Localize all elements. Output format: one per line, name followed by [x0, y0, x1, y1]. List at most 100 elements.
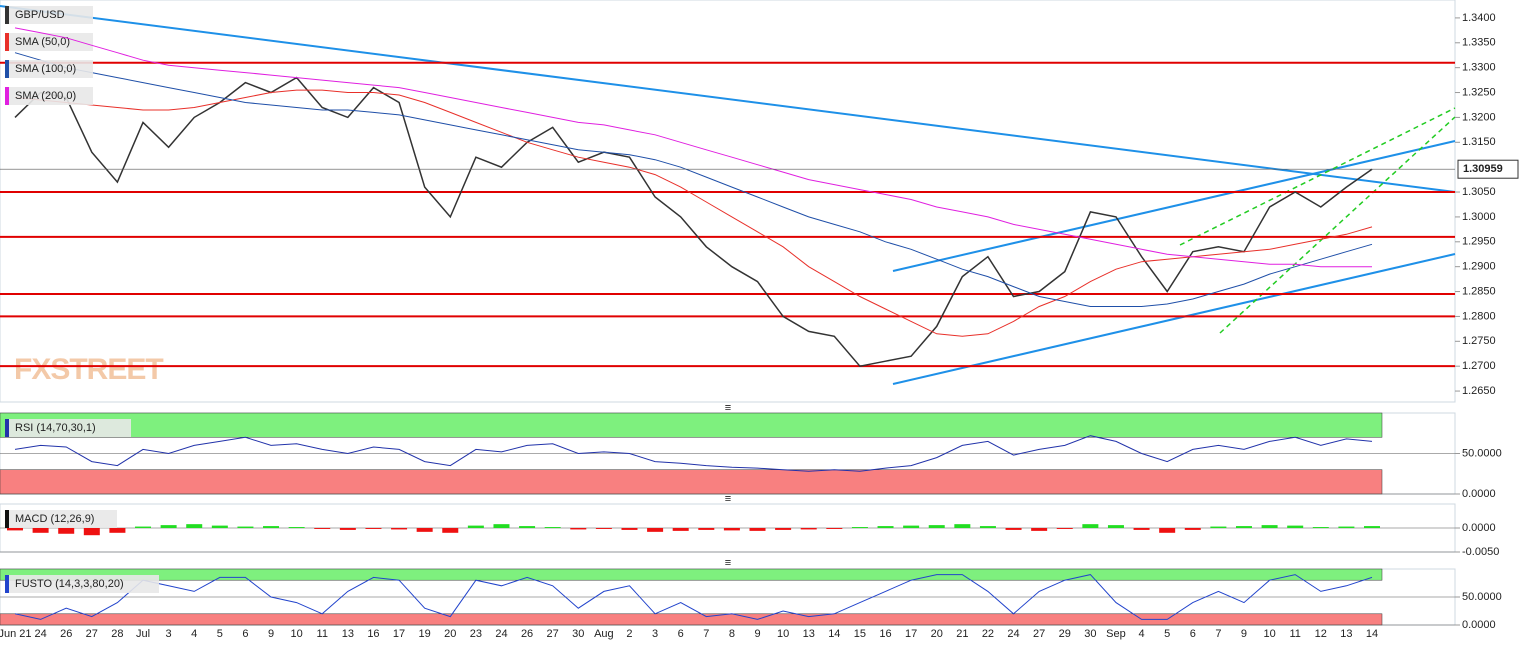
histogram-bar — [365, 528, 382, 529]
x-tick-label: 24 — [34, 628, 46, 640]
x-tick-label: 22 — [982, 628, 994, 640]
legend-label: SMA (100,0) — [15, 63, 76, 75]
legend-swatch — [5, 33, 9, 51]
x-tick-label: Jul — [136, 628, 150, 640]
x-tick-label: 4 — [1139, 628, 1145, 640]
x-tick-label: 9 — [1241, 628, 1247, 640]
legend-label: MACD (12,26,9) — [15, 513, 94, 525]
trend-line — [0, 5, 1456, 193]
histogram-bar — [83, 528, 100, 536]
x-tick-label: 17 — [905, 628, 917, 640]
last-value-label: 1.30959 — [1463, 163, 1503, 175]
x-tick-label: 30 — [1084, 628, 1096, 640]
histogram-bar — [800, 528, 817, 530]
histogram-bar — [32, 528, 49, 533]
x-tick-label: 15 — [854, 628, 866, 640]
x-tick-label: 12 — [1315, 628, 1327, 640]
y-tick-label: 1.2850 — [1462, 285, 1496, 297]
y-tick-label: 1.3200 — [1462, 111, 1496, 123]
x-tick-label: 6 — [678, 628, 684, 640]
last-value-box — [1457, 159, 1519, 179]
histogram-bar — [1031, 528, 1048, 531]
histogram-bar — [954, 524, 971, 528]
channel-line — [892, 140, 1456, 272]
histogram-bar — [570, 528, 587, 530]
x-tick-label: 10 — [1263, 628, 1275, 640]
legend-box — [9, 510, 117, 528]
x-tick-label: 5 — [217, 628, 223, 640]
x-tick-label: 9 — [268, 628, 274, 640]
histogram-bar — [979, 526, 996, 528]
histogram-bar — [288, 527, 305, 528]
histogram-bar — [314, 528, 331, 529]
x-tick-label: 3 — [652, 628, 658, 640]
x-tick-label: 6 — [1190, 628, 1196, 640]
x-tick-label: 14 — [1366, 628, 1378, 640]
series-line — [14, 574, 1373, 620]
x-tick-label: 27 — [1033, 628, 1045, 640]
legend-swatch — [5, 510, 9, 528]
legend-label: SMA (50,0) — [15, 36, 70, 48]
y-tick-label: 1.3400 — [1462, 12, 1496, 24]
histogram-bar — [1056, 528, 1073, 529]
histogram-bar — [928, 525, 945, 528]
legend-label: GBP/USD — [15, 9, 65, 21]
histogram-bar — [467, 525, 484, 528]
y-tick-label: 1.2950 — [1462, 236, 1496, 248]
histogram-bar — [672, 528, 689, 531]
x-tick-label: 14 — [828, 628, 840, 640]
legend-label: FUSTO (14,3,3,80,20) — [15, 578, 124, 590]
legend-box — [9, 60, 93, 78]
x-tick-label: Sep — [1106, 628, 1126, 640]
legend-box — [9, 33, 93, 51]
series-line — [14, 76, 1373, 368]
x-tick-label: 13 — [1340, 628, 1352, 640]
histogram-bar — [442, 528, 459, 533]
histogram-bar — [237, 526, 254, 528]
legend-box — [9, 419, 131, 437]
channel-line — [892, 253, 1456, 385]
histogram-bar — [1210, 526, 1227, 528]
histogram-bar — [1287, 525, 1304, 528]
histogram-bar — [1184, 528, 1201, 530]
y-tick-label: 1.2700 — [1462, 360, 1496, 372]
panel-handle: ≡ — [725, 493, 731, 505]
histogram-bar — [211, 525, 228, 528]
x-tick-label: 26 — [521, 628, 533, 640]
y-tick-label: 1.2800 — [1462, 310, 1496, 322]
histogram-bar — [1364, 526, 1380, 528]
histogram-bar — [263, 526, 280, 528]
x-tick-label: 29 — [1059, 628, 1071, 640]
x-tick-label: 13 — [803, 628, 815, 640]
y-tick-label: 50.0000 — [1462, 591, 1502, 603]
histogram-bar — [1107, 525, 1124, 528]
series-line — [14, 435, 1373, 472]
series-line — [14, 27, 1372, 268]
histogram-bar — [595, 528, 612, 529]
legend-swatch — [5, 6, 9, 24]
wedge-line — [1179, 107, 1456, 246]
y-tick-label: 0.0000 — [1462, 522, 1496, 534]
panel-handle: ≡ — [725, 557, 731, 569]
histogram-bar — [1133, 528, 1150, 530]
y-tick-label: 1.3150 — [1462, 136, 1496, 148]
legend-swatch — [5, 60, 9, 78]
histogram-bar — [1159, 528, 1176, 533]
y-tick-label: 0.0000 — [1462, 488, 1496, 500]
x-tick-label: 11 — [1289, 628, 1300, 640]
legend-box — [9, 575, 159, 593]
x-tick-label: 24 — [1007, 628, 1019, 640]
histogram-bar — [109, 528, 126, 533]
histogram-bar — [1261, 525, 1278, 528]
histogram-bar — [1312, 527, 1329, 528]
x-tick-label: 26 — [60, 628, 72, 640]
histogram-bar — [160, 525, 177, 528]
histogram-bar — [135, 526, 152, 528]
y-tick-label: 1.3050 — [1462, 186, 1496, 198]
x-tick-label: 17 — [393, 628, 405, 640]
x-tick-label: 27 — [547, 628, 559, 640]
histogram-bar — [877, 526, 894, 528]
x-tick-label: 16 — [879, 628, 891, 640]
y-tick-label: 1.2900 — [1462, 261, 1496, 273]
legend-label: SMA (200,0) — [15, 90, 76, 102]
